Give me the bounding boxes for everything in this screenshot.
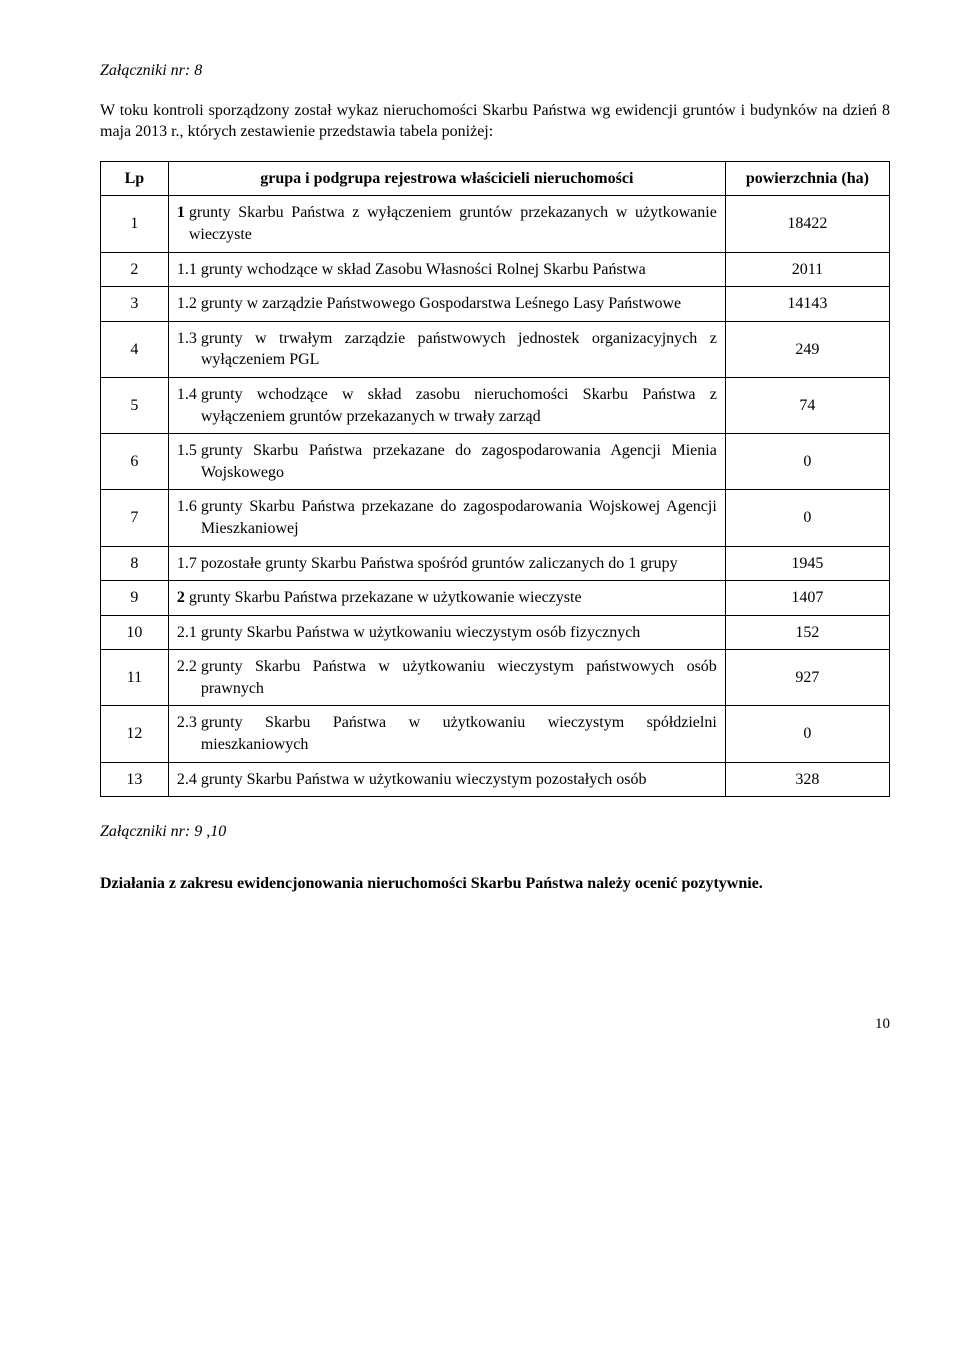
cell-area: 18422 (725, 196, 889, 252)
desc-number: 1.4 (177, 384, 201, 427)
cell-area: 0 (725, 490, 889, 546)
cell-lp: 11 (101, 650, 169, 706)
cell-lp: 12 (101, 706, 169, 762)
desc-text: grunty Skarbu Państwa w użytkowaniu wiec… (201, 622, 717, 644)
table-row: 122.3grunty Skarbu Państwa w użytkowaniu… (101, 706, 890, 762)
col-header-desc: grupa i podgrupa rejestrowa właścicieli … (168, 161, 725, 196)
cell-area: 74 (725, 377, 889, 433)
cell-lp: 5 (101, 377, 169, 433)
cell-area: 249 (725, 321, 889, 377)
cell-lp: 9 (101, 581, 169, 616)
cell-desc: 1.2grunty w zarządzie Państwowego Gospod… (168, 287, 725, 322)
cell-area: 328 (725, 762, 889, 797)
col-header-lp: Lp (101, 161, 169, 196)
desc-text: grunty wchodzące w skład Zasobu Własnośc… (201, 259, 717, 281)
desc-number: 2.4 (177, 769, 201, 791)
table-row: 112.2grunty Skarbu Państwa w użytkowaniu… (101, 650, 890, 706)
desc-number: 1.5 (177, 440, 201, 483)
desc-text: pozostałe grunty Skarbu Państwa spośród … (201, 553, 717, 575)
cell-area: 14143 (725, 287, 889, 322)
attachment-header: Załączniki nr: 8 (100, 60, 890, 82)
table-header-row: Lp grupa i podgrupa rejestrowa właścicie… (101, 161, 890, 196)
cell-desc: 1.7pozostałe grunty Skarbu Państwa spośr… (168, 546, 725, 581)
land-table: Lp grupa i podgrupa rejestrowa właścicie… (100, 161, 890, 797)
cell-lp: 3 (101, 287, 169, 322)
cell-desc: 2.1grunty Skarbu Państwa w użytkowaniu w… (168, 615, 725, 650)
attachment-footer: Załączniki nr: 9 ,10 (100, 821, 890, 843)
table-row: 102.1grunty Skarbu Państwa w użytkowaniu… (101, 615, 890, 650)
desc-text: grunty Skarbu Państwa w użytkowaniu wiec… (201, 656, 717, 699)
cell-lp: 10 (101, 615, 169, 650)
cell-area: 2011 (725, 252, 889, 287)
desc-number: 2 (177, 587, 189, 609)
cell-lp: 8 (101, 546, 169, 581)
table-row: 132.4grunty Skarbu Państwa w użytkowaniu… (101, 762, 890, 797)
cell-lp: 1 (101, 196, 169, 252)
cell-area: 927 (725, 650, 889, 706)
cell-area: 0 (725, 706, 889, 762)
table-row: 31.2grunty w zarządzie Państwowego Gospo… (101, 287, 890, 322)
cell-desc: 1.1grunty wchodzące w skład Zasobu Własn… (168, 252, 725, 287)
cell-desc: 2grunty Skarbu Państwa przekazane w użyt… (168, 581, 725, 616)
table-row: 81.7pozostałe grunty Skarbu Państwa spoś… (101, 546, 890, 581)
cell-area: 1407 (725, 581, 889, 616)
cell-desc: 1grunty Skarbu Państwa z wyłączeniem gru… (168, 196, 725, 252)
cell-desc: 1.6grunty Skarbu Państwa przekazane do z… (168, 490, 725, 546)
desc-number: 2.2 (177, 656, 201, 699)
page-number: 10 (100, 1014, 890, 1034)
desc-text: grunty w zarządzie Państwowego Gospodars… (201, 293, 717, 315)
table-row: 21.1grunty wchodzące w skład Zasobu Włas… (101, 252, 890, 287)
col-header-area: powierzchnia (ha) (725, 161, 889, 196)
cell-area: 152 (725, 615, 889, 650)
intro-paragraph: W toku kontroli sporządzony został wykaz… (100, 100, 890, 143)
desc-number: 2.3 (177, 712, 201, 755)
desc-number: 1.2 (177, 293, 201, 315)
desc-number: 1.7 (177, 553, 201, 575)
conclusion-paragraph: Działania z zakresu ewidencjonowania nie… (100, 873, 890, 895)
cell-desc: 2.2grunty Skarbu Państwa w użytkowaniu w… (168, 650, 725, 706)
desc-text: grunty w trwałym zarządzie państwowych j… (201, 328, 717, 371)
table-row: 41.3grunty w trwałym zarządzie państwowy… (101, 321, 890, 377)
table-row: 51.4grunty wchodzące w skład zasobu nier… (101, 377, 890, 433)
cell-desc: 2.3grunty Skarbu Państwa w użytkowaniu w… (168, 706, 725, 762)
table-row: 61.5grunty Skarbu Państwa przekazane do … (101, 434, 890, 490)
desc-text: grunty Skarbu Państwa w użytkowaniu wiec… (201, 769, 717, 791)
cell-desc: 2.4grunty Skarbu Państwa w użytkowaniu w… (168, 762, 725, 797)
cell-lp: 13 (101, 762, 169, 797)
desc-text: grunty wchodzące w skład zasobu nierucho… (201, 384, 717, 427)
cell-desc: 1.5grunty Skarbu Państwa przekazane do z… (168, 434, 725, 490)
table-row: 92grunty Skarbu Państwa przekazane w uży… (101, 581, 890, 616)
cell-area: 1945 (725, 546, 889, 581)
desc-text: grunty Skarbu Państwa przekazane do zago… (201, 440, 717, 483)
cell-desc: 1.3grunty w trwałym zarządzie państwowyc… (168, 321, 725, 377)
cell-desc: 1.4grunty wchodzące w skład zasobu nieru… (168, 377, 725, 433)
table-row: 71.6grunty Skarbu Państwa przekazane do … (101, 490, 890, 546)
cell-area: 0 (725, 434, 889, 490)
desc-number: 1.1 (177, 259, 201, 281)
desc-number: 1.3 (177, 328, 201, 371)
cell-lp: 6 (101, 434, 169, 490)
desc-number: 1 (177, 202, 189, 245)
cell-lp: 4 (101, 321, 169, 377)
desc-text: grunty Skarbu Państwa przekazane w użytk… (189, 587, 717, 609)
cell-lp: 7 (101, 490, 169, 546)
table-row: 11grunty Skarbu Państwa z wyłączeniem gr… (101, 196, 890, 252)
desc-number: 1.6 (177, 496, 201, 539)
cell-lp: 2 (101, 252, 169, 287)
desc-text: grunty Skarbu Państwa z wyłączeniem grun… (189, 202, 717, 245)
desc-text: grunty Skarbu Państwa przekazane do zago… (201, 496, 717, 539)
desc-number: 2.1 (177, 622, 201, 644)
desc-text: grunty Skarbu Państwa w użytkowaniu wiec… (201, 712, 717, 755)
